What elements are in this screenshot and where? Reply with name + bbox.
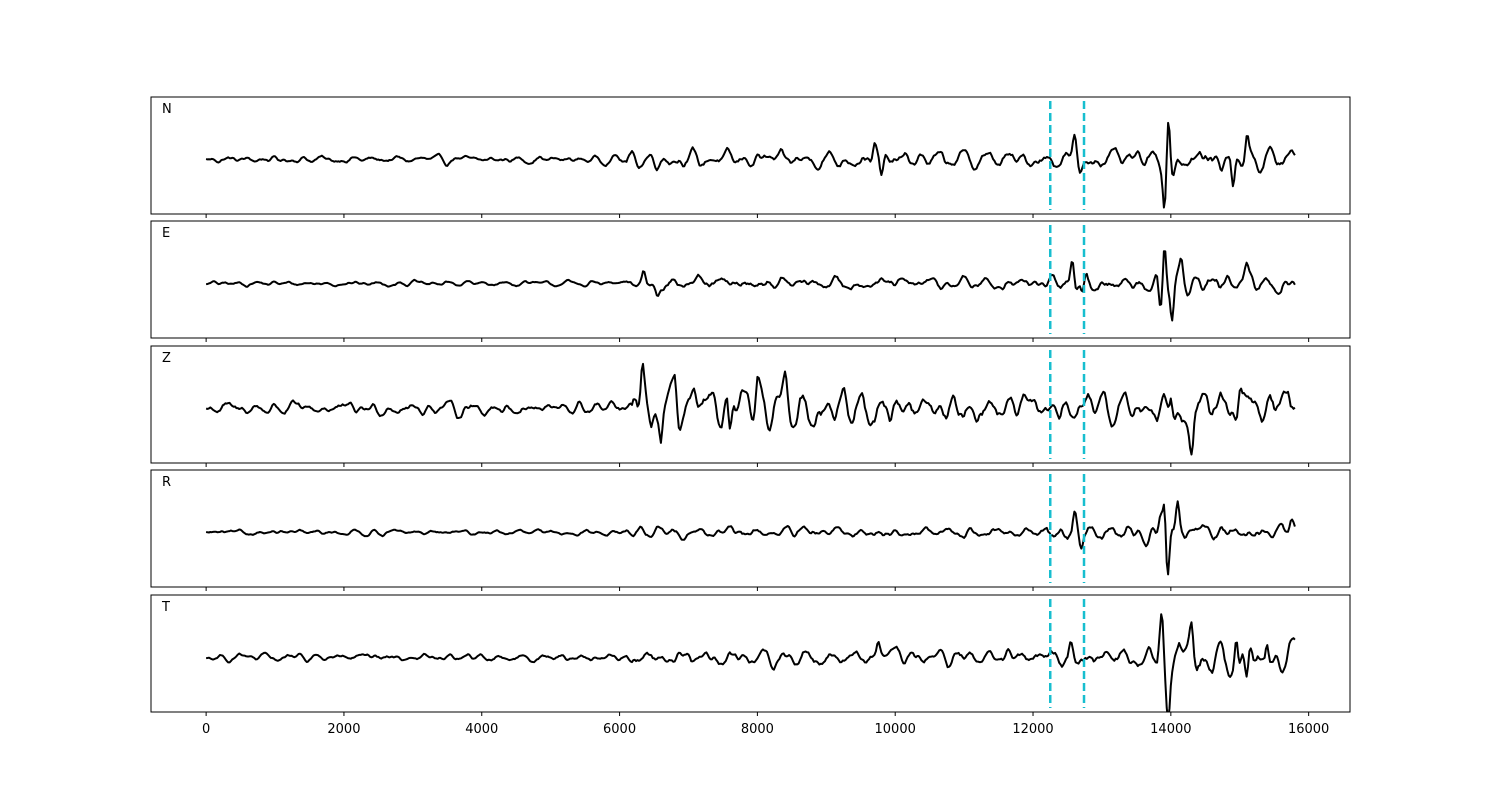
x-tick-label: 6000 (603, 722, 636, 737)
waveform-trace-r (205, 500, 1296, 576)
x-tick-label: 4000 (465, 722, 498, 737)
panel-frame (150, 469, 1351, 588)
x-tick-label: 12000 (1012, 722, 1053, 737)
x-tick-label: 8000 (741, 722, 774, 737)
channel-label-e: E (162, 226, 170, 241)
channel-label-z: Z (162, 351, 171, 366)
channel-label-r: R (162, 475, 171, 490)
panel-frame (150, 220, 1351, 339)
panel-r: R (150, 469, 1351, 591)
channel-label-t: T (161, 600, 170, 615)
waveform-trace-n (205, 121, 1296, 209)
x-tick-label: 10000 (875, 722, 916, 737)
x-tick-label: 0 (202, 722, 210, 737)
panel-frame (150, 345, 1351, 464)
panel-t: T (150, 594, 1351, 716)
panel-frame (150, 96, 1351, 215)
waveform-trace-t (206, 613, 1296, 712)
channel-label-n: N (162, 102, 172, 117)
panel-n: N (150, 96, 1351, 218)
x-tick-label: 14000 (1150, 722, 1191, 737)
x-tick-label: 2000 (327, 722, 360, 737)
panel-frame (150, 594, 1351, 713)
x-tick-label: 16000 (1288, 722, 1329, 737)
panel-z: Z (150, 345, 1351, 467)
panel-e: E (150, 220, 1351, 342)
waveform-trace-e (206, 250, 1296, 322)
waveform-trace-z (205, 362, 1296, 456)
